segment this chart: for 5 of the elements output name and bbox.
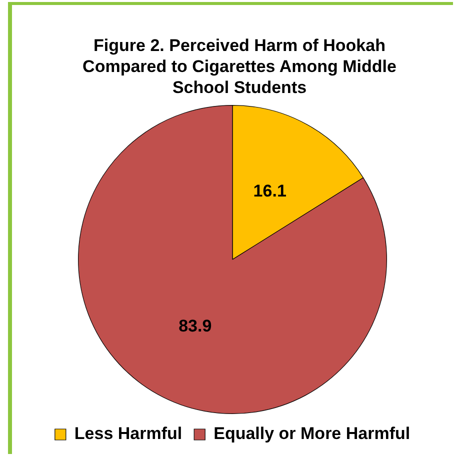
chart-title: Figure 2. Perceived Harm of Hookah Compared to Cigarettes Among Middle School Students bbox=[82, 35, 398, 98]
legend-label: Equally or More Harmful bbox=[214, 424, 410, 444]
data-label: 83.9 bbox=[178, 316, 212, 336]
data-label: 16.1 bbox=[253, 182, 286, 201]
legend-label: Less Harmful bbox=[74, 424, 182, 444]
